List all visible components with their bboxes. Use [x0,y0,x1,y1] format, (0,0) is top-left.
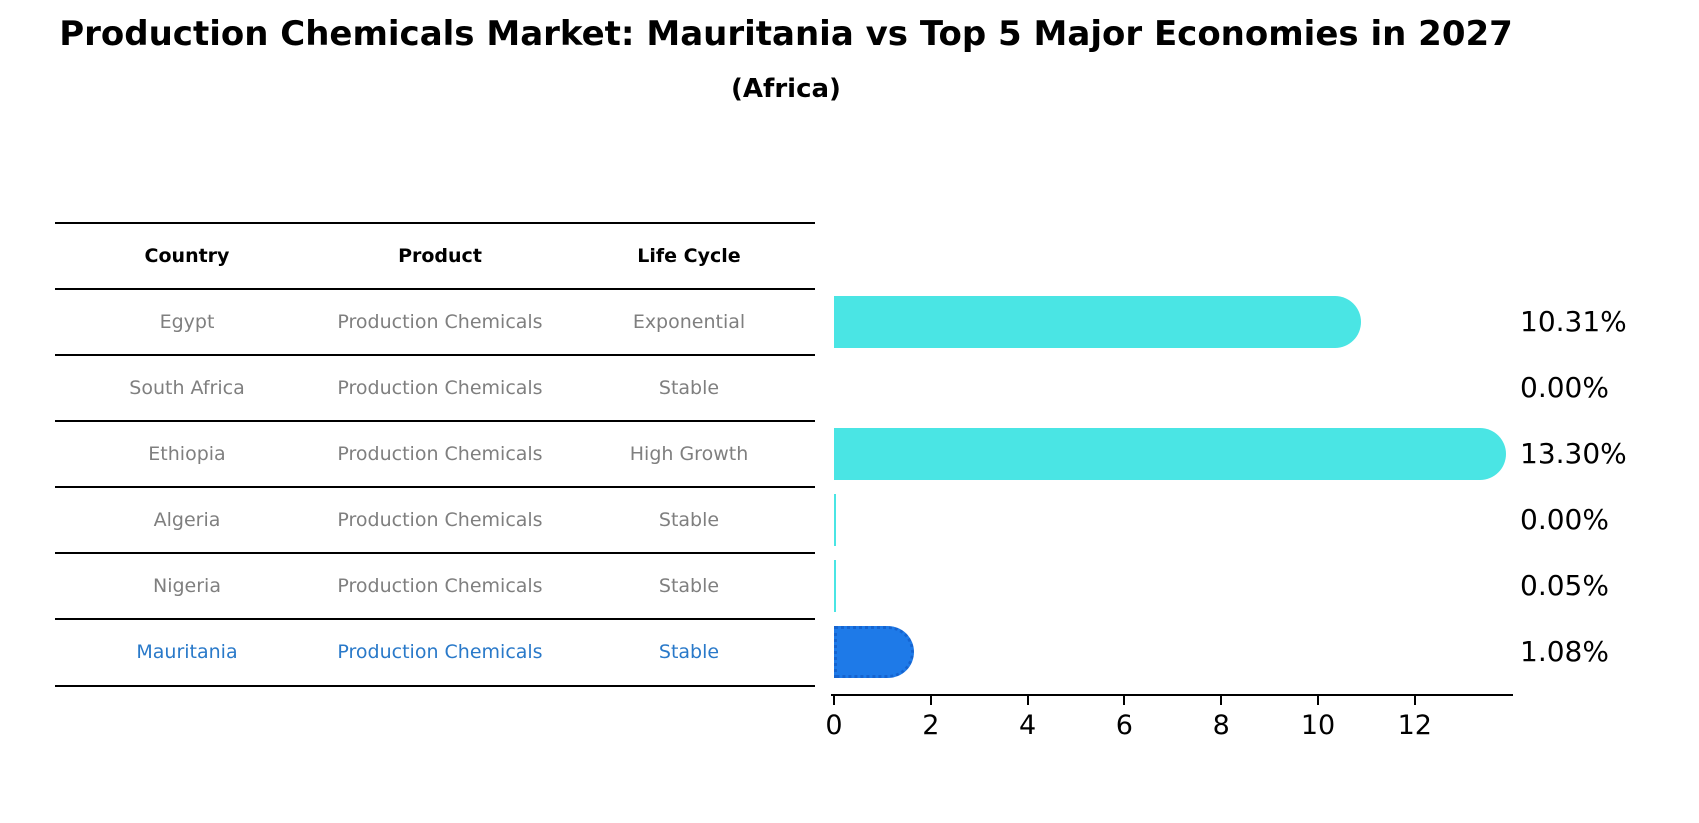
x-tick-label: 2 [922,710,940,741]
table-cell-country: Egypt [159,311,215,333]
chart-subtitle: (Africa) [731,74,841,104]
x-tick-mark [929,696,932,705]
table-line [55,354,815,356]
table-line [55,685,815,687]
table-line [55,420,815,422]
table-cell-country: Algeria [153,509,221,531]
x-tick-mark [1123,696,1126,705]
table-cell-life_cycle: Stable [658,377,720,399]
x-tick-label: 10 [1300,710,1336,741]
table-cell-life_cycle: Stable [658,641,720,663]
table-cell-country: Mauritania [136,641,238,663]
x-tick-mark [1317,696,1319,705]
chart-title: Production Chemicals Market: Mauritania … [59,14,1513,54]
table-line [55,222,815,224]
table-line [55,552,815,554]
x-tick-mark [1026,696,1029,705]
table-cell-product: Production Chemicals [337,509,543,531]
column-header-product: Product [398,245,482,267]
value-label-egypt: 10.31% [1520,305,1627,338]
table-line [55,288,815,290]
value-label-mauritania: 1.08% [1520,635,1609,668]
x-tick-label: 0 [825,710,843,741]
bar-nigeria [834,560,837,612]
value-label-nigeria: 0.05% [1520,569,1609,602]
value-label-algeria: 0.00% [1520,503,1609,536]
table-cell-country: Ethiopia [148,443,226,465]
table-line [55,618,815,620]
value-label-ethiopia: 13.30% [1520,437,1627,470]
x-tick-label: 8 [1212,710,1230,741]
bar-ethiopia [834,428,1506,480]
x-tick-label: 6 [1115,710,1133,741]
bar-highlight-mauritania [834,626,915,678]
table-cell-product: Production Chemicals [337,641,543,663]
value-label-south-africa: 0.00% [1520,371,1609,404]
table-cell-product: Production Chemicals [337,575,543,597]
column-header-country: Country [144,245,230,267]
table-cell-product: Production Chemicals [337,311,543,333]
x-tick-label: 4 [1019,710,1037,741]
bar-egypt [834,296,1361,348]
x-tick-mark [1413,696,1416,705]
x-tick-label: 12 [1397,710,1432,741]
x-axis-line [831,694,1513,696]
x-tick-mark [833,696,835,705]
column-header-life-cycle: Life Cycle [637,245,741,267]
table-cell-life_cycle: High Growth [629,443,749,465]
table-line [55,486,815,488]
table-cell-life_cycle: Exponential [632,311,746,333]
table-cell-country: Nigeria [153,575,221,597]
table-cell-product: Production Chemicals [337,443,543,465]
table-cell-country: South Africa [129,377,245,399]
table-cell-life_cycle: Stable [658,575,720,597]
x-tick-mark [1220,696,1223,705]
table-cell-life_cycle: Stable [658,509,720,531]
table-cell-product: Production Chemicals [337,377,543,399]
bar-algeria [834,494,836,546]
